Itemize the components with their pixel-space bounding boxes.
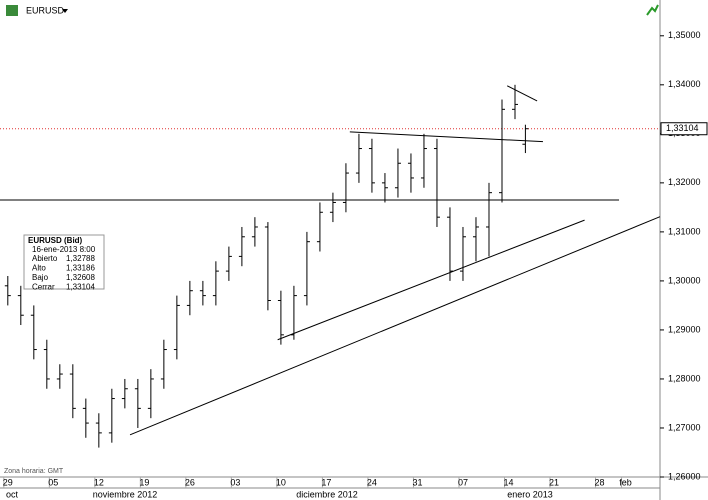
- x-tick-label: 03: [230, 477, 240, 487]
- dropdown-arrow[interactable]: [62, 9, 68, 13]
- x-tick-label: 24: [367, 477, 377, 487]
- y-tick-label: 1,32000: [668, 177, 701, 187]
- last-price-tag: [660, 122, 708, 136]
- x-tick-label: 19: [139, 477, 149, 487]
- y-tick-label: 1,29000: [668, 324, 701, 334]
- x-tick-label: 28: [595, 477, 605, 487]
- trendline: [506, 85, 538, 102]
- x-tick-label: 05: [48, 477, 58, 487]
- info-row-value: 1,33104: [66, 283, 95, 292]
- month-label: enero 2013: [507, 489, 553, 499]
- y-tick-label: 1,31000: [668, 226, 701, 236]
- status-icon: [646, 4, 659, 16]
- y-tick-label: 1,35000: [668, 30, 701, 40]
- timezone-note: Zona horaria: GMT: [4, 468, 64, 475]
- info-row-value: 1,32608: [66, 273, 95, 282]
- x-tick-label: 26: [185, 477, 195, 487]
- x-tick-label: 17: [321, 477, 331, 487]
- x-tick-label: feb: [619, 477, 632, 487]
- trendline: [277, 219, 585, 341]
- month-label: noviembre 2012: [93, 489, 158, 499]
- y-tick-label: 1,34000: [668, 79, 701, 89]
- info-title: EURUSD (Bid): [28, 236, 83, 245]
- info-row-label: Bajo: [32, 273, 49, 282]
- y-tick-label: 1,27000: [668, 422, 701, 432]
- y-tick-label: 1,30000: [668, 275, 701, 285]
- x-tick-label: 31: [412, 477, 422, 487]
- symbol-icon[interactable]: [6, 5, 18, 16]
- info-row-label: Abierto: [32, 254, 58, 263]
- month-label: oct: [6, 489, 19, 499]
- last-price-label: 1,33104: [666, 123, 699, 133]
- trendline: [349, 131, 543, 143]
- y-tick-label: 1,26000: [668, 471, 701, 481]
- info-row-label: Alto: [32, 264, 46, 273]
- month-label: diciembre 2012: [296, 489, 358, 499]
- x-tick-label: 14: [503, 477, 513, 487]
- x-tick-label: 21: [549, 477, 559, 487]
- trendline: [129, 216, 661, 436]
- y-tick-label: 1,28000: [668, 373, 701, 383]
- info-row-label: Cerrar: [32, 283, 55, 292]
- x-tick-label: 12: [94, 477, 104, 487]
- chart-title[interactable]: EURUSD: [26, 5, 65, 15]
- info-row-value: 1,32788: [66, 254, 95, 263]
- x-tick-label: 29: [3, 477, 13, 487]
- x-tick-label: 10: [276, 477, 286, 487]
- info-box-frame: [23, 234, 105, 290]
- info-box: EURUSD (Bid) 16-ene-2013 8:00: [23, 234, 105, 290]
- info-date: 16-ene-2013 8:00: [32, 245, 96, 254]
- info-row-value: 1,33186: [66, 264, 95, 273]
- x-tick-label: 07: [458, 477, 468, 487]
